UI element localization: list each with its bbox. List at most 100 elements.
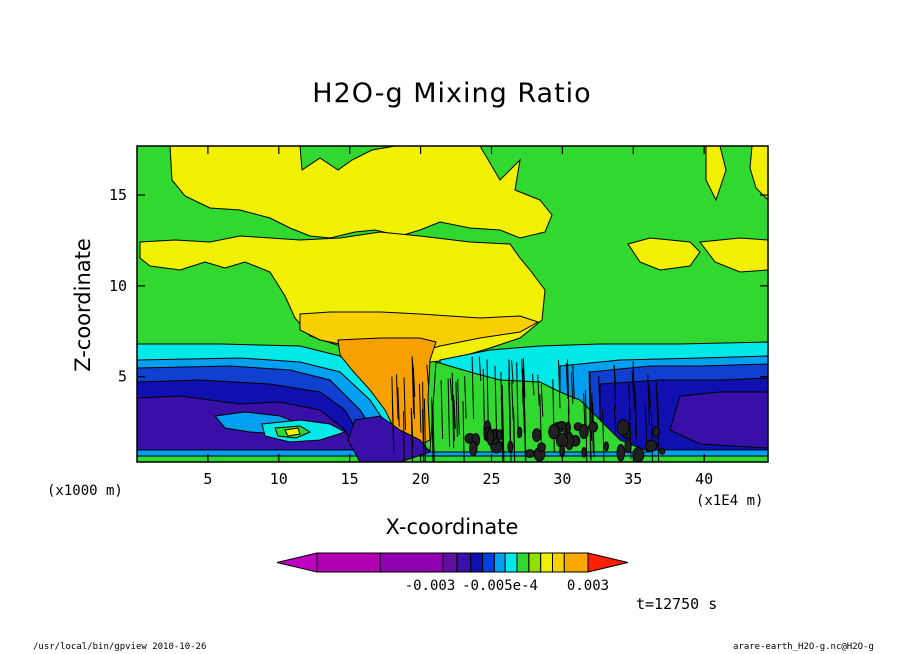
turbulence-stroke	[552, 379, 555, 453]
chart-title: H2O-g Mixing Ratio	[312, 78, 592, 109]
turbulence-blob	[652, 426, 660, 438]
turbulence-blob	[486, 429, 495, 446]
turbulence-stroke	[632, 361, 636, 410]
y-axis-ticks: 5 10 15	[109, 186, 768, 386]
turbulence-stroke	[524, 409, 527, 462]
turbulence-stroke	[631, 370, 634, 393]
turbulence-stroke	[511, 360, 514, 384]
colorbar: -0.003 -0.005e-4 0.003	[276, 552, 629, 594]
turbulence-stroke	[432, 410, 435, 462]
turbulence-blob	[537, 442, 546, 453]
x-tick-label: 15	[341, 470, 359, 488]
turbulence-stroke	[471, 356, 475, 419]
colorbar-segment	[379, 552, 444, 573]
x-tick-label: 25	[482, 470, 500, 488]
turbulence-stroke	[411, 410, 414, 448]
turbulence-blob	[496, 429, 503, 441]
x-tick-label: 40	[695, 470, 713, 488]
turbulence-stroke	[397, 387, 400, 427]
turbulence-stroke	[453, 399, 456, 429]
turbulence-stroke	[565, 363, 569, 399]
turbulence-blob	[616, 419, 630, 436]
turbulence-stroke	[558, 360, 561, 409]
turbulence-stroke	[522, 368, 525, 433]
x-tick-label: 5	[203, 470, 212, 488]
turbulence-stroke	[647, 374, 650, 426]
turbulence-stroke	[403, 377, 406, 430]
turbulence-stroke	[412, 367, 416, 398]
turbulence-stroke	[426, 364, 429, 385]
turbulence-stroke	[502, 408, 505, 462]
turbulence-stroke	[455, 381, 458, 438]
turbulence-stroke	[537, 374, 540, 406]
footer-right-text: arare-earth_H2O-g.nc@H2O-g	[733, 642, 874, 652]
turbulence-stroke	[567, 359, 570, 415]
turbulence-stroke	[478, 356, 482, 381]
colorbar-segment	[316, 552, 381, 573]
turbulence-blob	[507, 440, 514, 453]
colorbar-segment	[528, 552, 542, 573]
x-tick-label: 30	[553, 470, 571, 488]
turbulence-stroke	[522, 358, 526, 398]
turbulence-stroke	[457, 379, 460, 435]
contour-band-yellow-top	[169, 146, 553, 239]
turbulence-stroke	[602, 409, 605, 462]
x-unit-left-label: (x1000 m)	[47, 483, 123, 499]
x-tick-label: 10	[270, 470, 288, 488]
contour-band-yellow-right-d	[749, 146, 768, 201]
x-axis-ticks: 5 10 15 20 25 30 35 40	[203, 146, 713, 488]
turbulence-stroke	[613, 365, 617, 410]
contour-pocket-yellow	[284, 427, 301, 437]
x-unit-right-label: (x1E4 m)	[696, 493, 764, 509]
turbulence-stroke	[391, 400, 395, 453]
contour-band-yellow-right-b	[699, 237, 768, 273]
colorbar-segment	[563, 552, 589, 573]
contour-band-yellow-right-c	[705, 146, 727, 202]
colorbar-segment	[456, 552, 472, 573]
colorbar-tick-label: -0.003	[405, 578, 456, 594]
turbulence-blob	[616, 444, 626, 462]
colorbar-segment	[482, 552, 495, 573]
turbulence-stroke	[598, 376, 601, 421]
turbulence-blob	[579, 424, 589, 439]
turbulence-blob	[581, 447, 587, 458]
turbulence-stroke	[452, 399, 455, 441]
colorbar-segment	[552, 552, 565, 573]
turbulence-stroke	[447, 378, 451, 447]
turbulence-stroke	[516, 362, 519, 439]
turbulence-stroke	[449, 378, 453, 401]
turbulence-stroke	[423, 398, 427, 462]
contour-band-purple-right	[669, 391, 768, 449]
turbulence-stroke	[494, 365, 497, 433]
turbulence-stroke	[431, 397, 434, 462]
footer-left-text: /usr/local/bin/gpview 2010-10-26	[33, 642, 207, 652]
colorbar-arrow-left	[276, 552, 318, 573]
contour-band-dark-core	[347, 415, 431, 462]
x-tick-label: 35	[624, 470, 642, 488]
turbulence-stroke	[532, 373, 535, 396]
colorbar-arrow-right	[587, 552, 629, 573]
turbulence-stroke	[418, 383, 422, 433]
colorbar-segment	[540, 552, 554, 573]
turbulence-stroke	[589, 375, 592, 461]
colorbar-segment	[504, 552, 518, 573]
turbulence-blob	[548, 424, 560, 440]
turbulence-blob	[588, 421, 599, 433]
y-tick-label: 15	[109, 186, 127, 204]
turbulence-stroke	[572, 365, 575, 400]
turbulence-blob	[469, 440, 478, 457]
turbulence-stroke	[656, 394, 660, 426]
colorbar-tick-label: 0.003	[567, 578, 609, 594]
turbulence-stroke	[634, 390, 638, 439]
turbulence-blob	[624, 439, 632, 454]
turbulence-blob	[524, 449, 535, 458]
turbulence-blob	[556, 421, 567, 430]
y-tick-label: 10	[109, 277, 127, 295]
turbulence-stroke	[464, 376, 467, 419]
time-label: t=12750 s	[636, 595, 718, 613]
x-axis-label: X-coordinate	[385, 515, 519, 539]
colorbar-segment	[516, 552, 530, 573]
turbulence-stroke	[570, 371, 574, 404]
contour-ground-green	[137, 455, 768, 462]
